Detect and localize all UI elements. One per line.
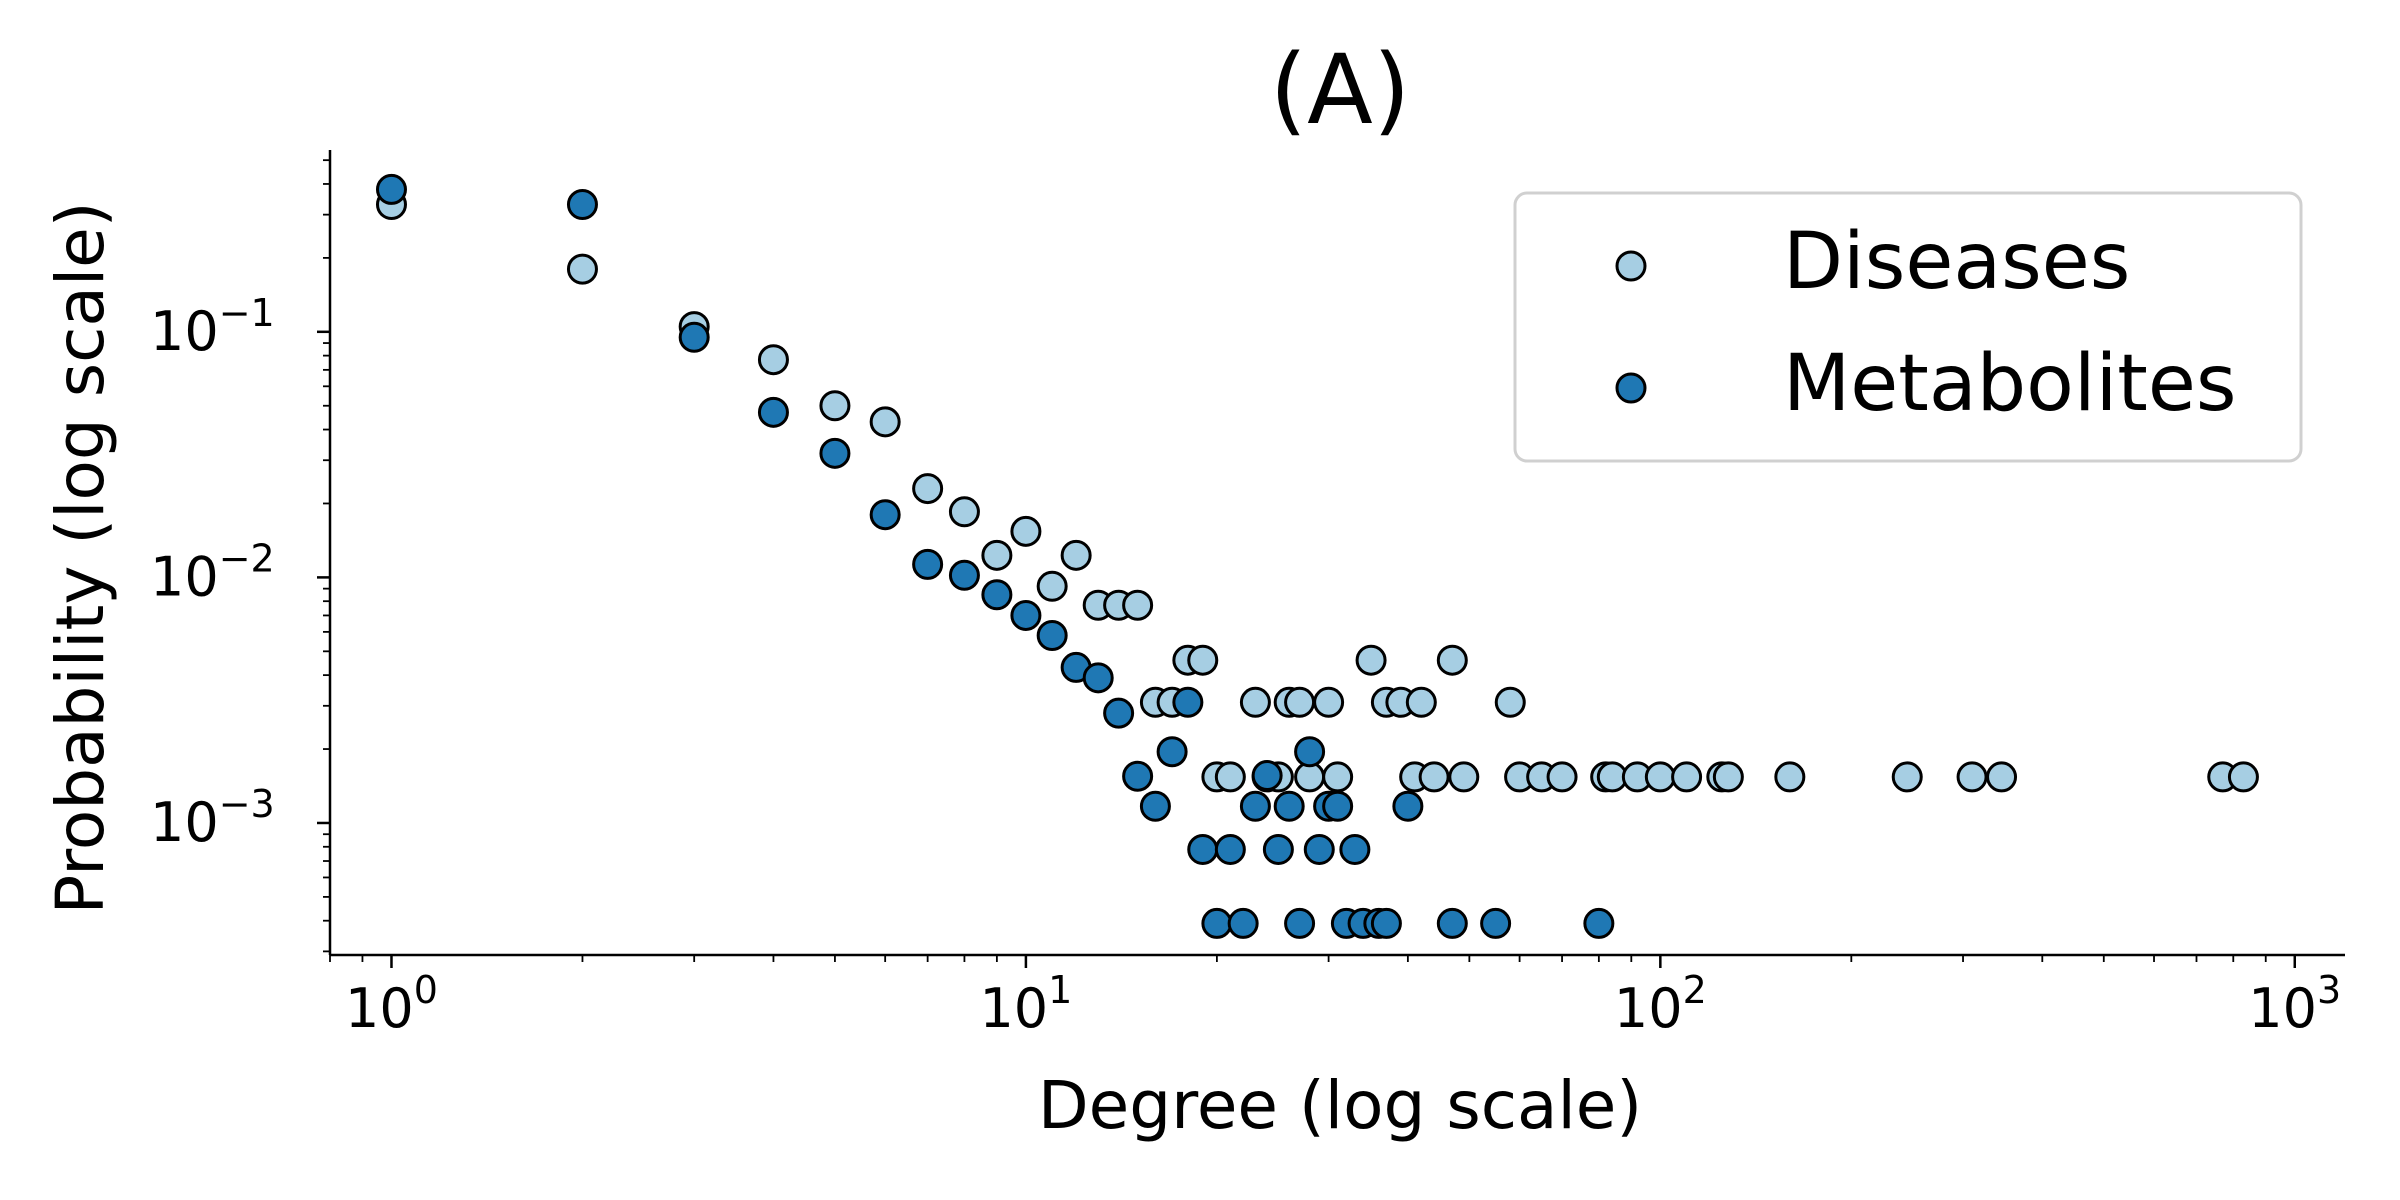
metabolite-point (1036, 619, 1068, 651)
metabolite-point (912, 548, 944, 580)
disease-point (1712, 761, 1744, 793)
metabolite-point (1436, 907, 1468, 939)
metabolite-point (375, 173, 407, 205)
disease-point (1187, 644, 1219, 676)
metabolite-point (1139, 790, 1171, 822)
disease-point (1644, 761, 1676, 793)
disease-point (1774, 761, 1806, 793)
metabolite-point (1480, 907, 1512, 939)
disease-point (981, 539, 1013, 571)
disease-point (1313, 686, 1345, 718)
metabolite-point (819, 437, 851, 469)
disease-point (1671, 761, 1703, 793)
disease-point (819, 390, 851, 422)
metabolite-point (1262, 833, 1294, 865)
metabolite-point (1284, 907, 1316, 939)
metabolite-point (1294, 736, 1326, 768)
metabolite-point (1339, 833, 1371, 865)
metabolite-point (678, 321, 710, 353)
metabolite-point (1303, 833, 1335, 865)
disease-point (1418, 761, 1450, 793)
metabolite-point (1156, 736, 1188, 768)
metabolite-point (1010, 599, 1042, 631)
disease-point (1239, 686, 1271, 718)
metabolite-point (1214, 833, 1246, 865)
metabolite-point (1187, 833, 1219, 865)
metabolite-point (566, 188, 598, 220)
metabolite-point (1227, 907, 1259, 939)
metabolite-point (1370, 907, 1402, 939)
metabolite-point (1103, 697, 1135, 729)
disease-point (1010, 515, 1042, 547)
disease-point (566, 253, 598, 285)
disease-point (1355, 644, 1387, 676)
metabolite-point (1172, 686, 1204, 718)
x-tick-label: 103 (2248, 968, 2341, 1040)
disease-point (948, 496, 980, 528)
plot-area: 100 101 102 103 10−1 10−2 10−3 (150, 150, 2345, 1040)
metabolite-point (1322, 790, 1354, 822)
x-tick-label: 102 (1614, 968, 1707, 1040)
legend: Diseases Metabolites (1513, 191, 2303, 463)
y-tick-label: 10−2 (150, 536, 275, 608)
metabolite-point (1239, 790, 1271, 822)
chart-title: (A) (1270, 34, 1411, 146)
disease-point (1546, 761, 1578, 793)
y-tick-label: 10−3 (150, 782, 275, 854)
disease-point (869, 406, 901, 438)
disease-point (1122, 589, 1154, 621)
diseases-series (375, 188, 2259, 793)
metabolite-point (1273, 790, 1305, 822)
legend-box (1513, 191, 2303, 463)
metabolite-point (869, 499, 901, 531)
disease-point (2227, 761, 2259, 793)
x-axis-ticks: 100 101 102 103 (329, 955, 2341, 1040)
metabolite-point (1251, 760, 1283, 792)
legend-marker-diseases (1615, 250, 1647, 282)
metabolite-point (1583, 907, 1615, 939)
disease-point (1284, 686, 1316, 718)
disease-point (1322, 761, 1354, 793)
disease-point (1956, 761, 1988, 793)
y-axis-ticks: 10−1 10−2 10−3 (150, 159, 330, 953)
disease-point (1986, 761, 2018, 793)
metabolite-point (1201, 907, 1233, 939)
x-tick-label: 100 (345, 968, 438, 1040)
disease-point (1494, 686, 1526, 718)
metabolite-point (1392, 790, 1424, 822)
disease-point (1448, 761, 1480, 793)
metabolite-point (757, 396, 789, 428)
y-axis-label: Probability (log scale) (42, 201, 119, 914)
metabolite-point (948, 559, 980, 591)
disease-point (1436, 644, 1468, 676)
x-tick-label: 101 (979, 968, 1072, 1040)
x-axis-label: Degree (log scale) (1038, 1067, 1642, 1144)
legend-marker-metabolites (1615, 372, 1647, 404)
legend-label-diseases: Diseases (1783, 217, 2130, 307)
y-tick-label: 10−1 (150, 291, 275, 363)
metabolite-point (1122, 760, 1154, 792)
disease-point (1214, 761, 1246, 793)
metabolites-series (375, 173, 1615, 939)
disease-point (1891, 761, 1923, 793)
disease-point (1060, 539, 1092, 571)
disease-point (1405, 686, 1437, 718)
metabolite-point (981, 579, 1013, 611)
disease-point (1036, 570, 1068, 602)
legend-label-metabolites: Metabolites (1783, 339, 2236, 429)
metabolite-point (1082, 662, 1114, 694)
disease-point (757, 344, 789, 376)
disease-point (912, 473, 944, 505)
